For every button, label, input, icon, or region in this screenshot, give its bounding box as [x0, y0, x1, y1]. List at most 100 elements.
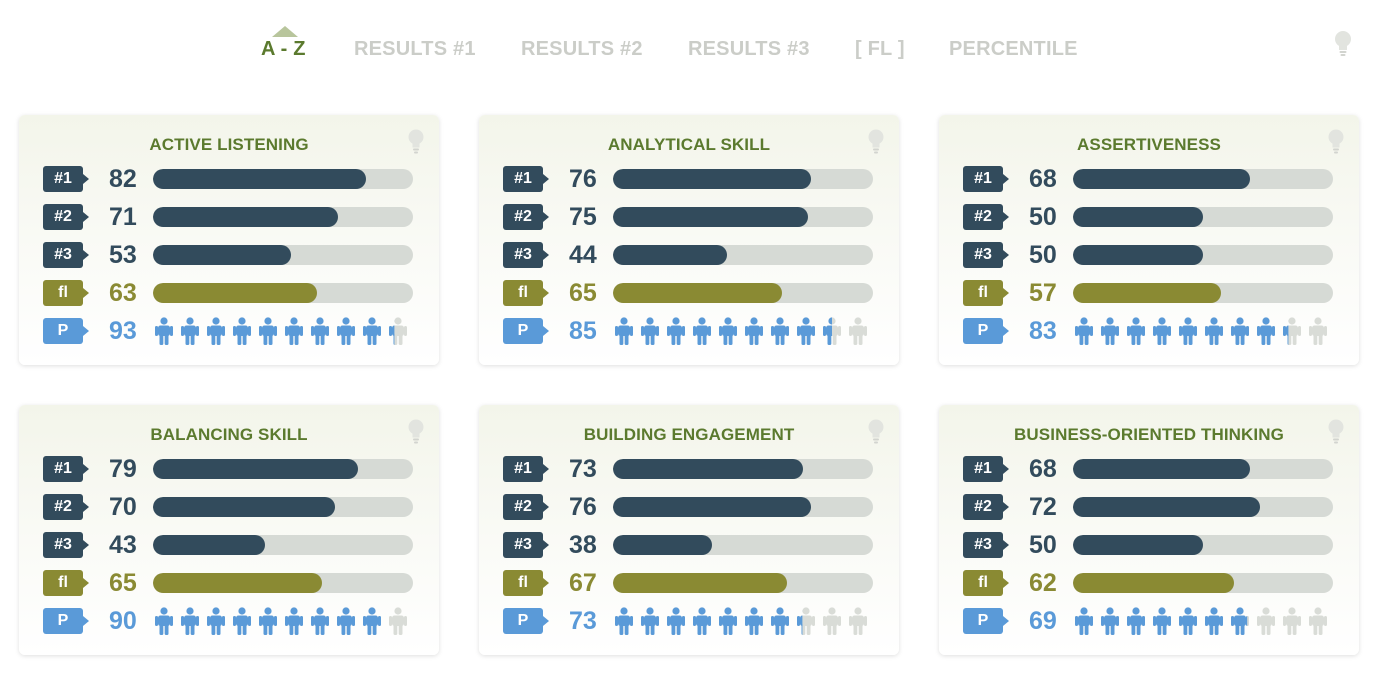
- result-1-bar: [1073, 459, 1333, 479]
- person-icon: [363, 317, 381, 345]
- lightbulb-icon[interactable]: [865, 127, 887, 155]
- result-3-bar: [1073, 245, 1333, 265]
- result-3-value: 43: [109, 531, 137, 559]
- result-1-value: 76: [569, 165, 597, 193]
- person-icon: [771, 317, 789, 345]
- fl-score-bar-fill: [153, 283, 317, 303]
- fl-score-row: fl 67: [503, 569, 883, 597]
- result-2-badge: #2: [963, 204, 1009, 230]
- tab-results-2[interactable]: RESULTS #2: [521, 38, 643, 60]
- skill-card[interactable]: ACTIVE LISTENING #1 82 #2 71 #3 53 fl 63 P 93: [19, 115, 439, 365]
- result-1-badge: #1: [43, 456, 89, 482]
- result-2-bar: [153, 207, 413, 227]
- tab-results-3[interactable]: RESULTS #3: [688, 38, 810, 60]
- lightbulb-icon[interactable]: [1325, 417, 1347, 445]
- person-icon: [693, 607, 711, 635]
- result-1-bar: [613, 459, 873, 479]
- result-1-value: 82: [109, 165, 137, 193]
- person-icon: [311, 607, 329, 635]
- skill-card[interactable]: ANALYTICAL SKILL #1 76 #2 75 #3 44 fl 65 P 85: [479, 115, 899, 365]
- fl-score-bar: [613, 283, 873, 303]
- percentile-people: [615, 317, 875, 345]
- result-2-bar: [153, 497, 413, 517]
- fl-score-bar-fill: [1073, 283, 1222, 303]
- person-icon: [311, 317, 329, 345]
- result-2-value: 71: [109, 203, 137, 231]
- result-2-value: 50: [1029, 203, 1057, 231]
- tab-percentile[interactable]: PERCENTILE: [949, 38, 1078, 60]
- fl-score-row: fl 65: [43, 569, 423, 597]
- tab-results-1[interactable]: RESULTS #1: [354, 38, 476, 60]
- person-icon: [719, 607, 737, 635]
- result-2-badge: #2: [43, 204, 89, 230]
- fl-score-bar-fill: [613, 573, 788, 593]
- result-3-badge: #3: [503, 532, 549, 558]
- fl-score-badge: fl: [43, 570, 89, 596]
- result-3-bar-fill: [153, 535, 265, 555]
- fl-score-badge: fl: [963, 570, 1009, 596]
- result-3-value: 50: [1029, 531, 1057, 559]
- person-icon: [285, 607, 303, 635]
- skill-card[interactable]: ASSERTIVENESS #1 68 #2 50 #3 50 fl 57 P 83: [939, 115, 1359, 365]
- result-1-value: 79: [109, 455, 137, 483]
- fl-score-value: 63: [109, 279, 137, 307]
- person-icon: [1231, 607, 1249, 635]
- person-icon: [797, 607, 815, 635]
- skill-card[interactable]: BALANCING SKILL #1 79 #2 70 #3 43 fl 65 P 90: [19, 405, 439, 655]
- fl-score-badge: fl: [503, 280, 549, 306]
- result-1-badge: #1: [963, 166, 1009, 192]
- person-icon: [667, 607, 685, 635]
- person-icon: [207, 317, 225, 345]
- percentile-row: P 90: [43, 607, 423, 635]
- result-3-bar-fill: [1073, 535, 1203, 555]
- person-icon: [233, 607, 251, 635]
- person-icon: [745, 607, 763, 635]
- person-icon: [337, 607, 355, 635]
- result-3-bar: [153, 245, 413, 265]
- result-1-badge: #1: [503, 456, 549, 482]
- card-title: BUILDING ENGAGEMENT: [583, 425, 795, 444]
- tab-fl[interactable]: [ FL ]: [855, 38, 905, 60]
- result-3-badge: #3: [503, 242, 549, 268]
- fl-score-bar: [153, 573, 413, 593]
- person-icon: [1309, 317, 1327, 345]
- result-1-bar-fill: [613, 459, 803, 479]
- percentile-row: P 85: [503, 317, 883, 345]
- skill-card[interactable]: BUSINESS-ORIENTED THINKING #1 68 #2 72 #3 50 fl…: [939, 405, 1359, 655]
- card-title: ASSERTIVENESS: [1077, 135, 1221, 154]
- result-3-bar: [153, 535, 413, 555]
- result-3-value: 44: [569, 241, 597, 269]
- card-title: ACTIVE LISTENING: [149, 135, 309, 154]
- result-2-row: #2 76: [503, 493, 883, 521]
- percentile-row: P 73: [503, 607, 883, 635]
- result-3-value: 50: [1029, 241, 1057, 269]
- result-2-badge: #2: [503, 204, 549, 230]
- lightbulb-icon[interactable]: [405, 417, 427, 445]
- person-icon: [823, 607, 841, 635]
- result-1-row: #1 68: [963, 165, 1343, 193]
- result-2-badge: #2: [963, 494, 1009, 520]
- result-2-row: #2 70: [43, 493, 423, 521]
- person-icon: [823, 317, 841, 345]
- result-2-row: #2 72: [963, 493, 1343, 521]
- lightbulb-icon[interactable]: [1331, 28, 1355, 58]
- result-2-bar-fill: [613, 497, 811, 517]
- fl-score-bar: [1073, 283, 1333, 303]
- skill-card[interactable]: BUILDING ENGAGEMENT #1 73 #2 76 #3 38 fl 67 P 73: [479, 405, 899, 655]
- result-1-bar: [153, 459, 413, 479]
- person-icon: [667, 317, 685, 345]
- person-icon: [615, 317, 633, 345]
- fl-score-badge: fl: [503, 570, 549, 596]
- result-2-bar-fill: [153, 497, 335, 517]
- lightbulb-icon[interactable]: [405, 127, 427, 155]
- person-icon: [1309, 607, 1327, 635]
- lightbulb-icon[interactable]: [1325, 127, 1347, 155]
- person-icon: [641, 607, 659, 635]
- fl-score-value: 65: [569, 279, 597, 307]
- tab-a-z[interactable]: A - Z: [261, 38, 306, 60]
- person-icon: [1075, 607, 1093, 635]
- percentile-value: 73: [569, 607, 597, 635]
- fl-score-value: 57: [1029, 279, 1057, 307]
- person-icon: [745, 317, 763, 345]
- lightbulb-icon[interactable]: [865, 417, 887, 445]
